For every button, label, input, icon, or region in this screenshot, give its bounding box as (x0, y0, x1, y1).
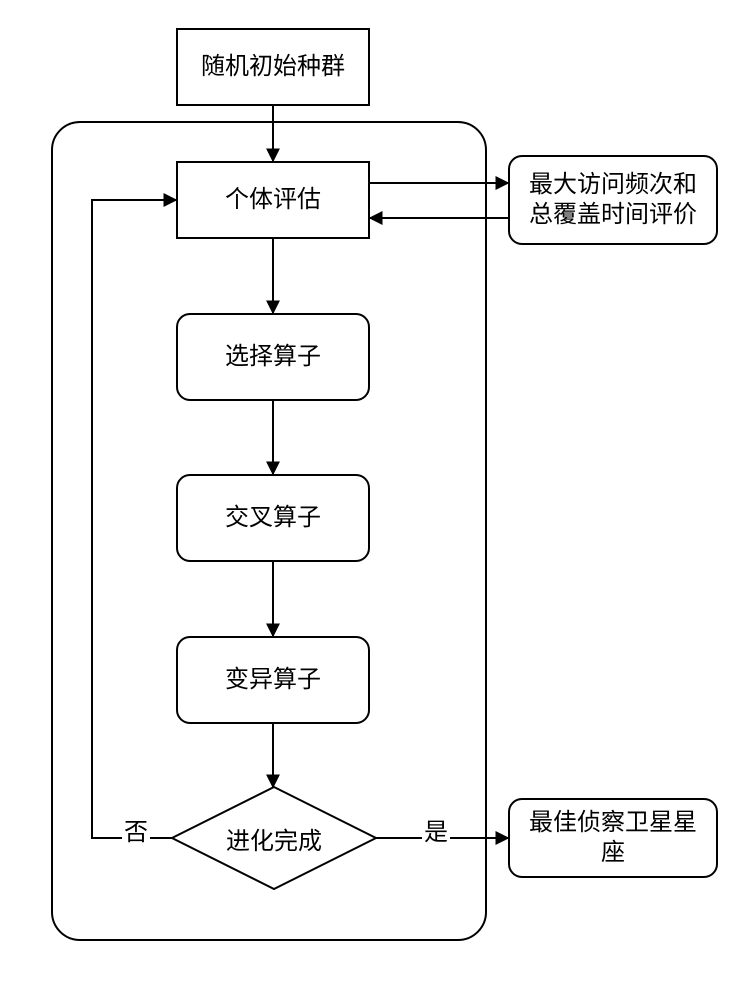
diagram-canvas: 随机初始种群个体评估 最大访问频次和 总覆盖时间评价选择算子交叉算子变异算子进化完… (0, 0, 733, 1000)
node-label-decision: 进化完成 (172, 787, 376, 889)
edge-label-yes: 是 (422, 812, 450, 847)
node-cross: 交叉算子 (176, 474, 370, 562)
node-init: 随机初始种群 (176, 28, 370, 106)
node-mutate: 变异算子 (176, 636, 370, 724)
node-criteria: 最大访问频次和 总覆盖时间评价 (508, 155, 718, 245)
node-select: 选择算子 (176, 313, 370, 401)
edge-label-no: 否 (122, 812, 150, 847)
node-result: 最佳侦察卫星星 座 (508, 798, 718, 878)
node-eval: 个体评估 (176, 161, 370, 239)
edge-decision-eval (92, 200, 176, 838)
